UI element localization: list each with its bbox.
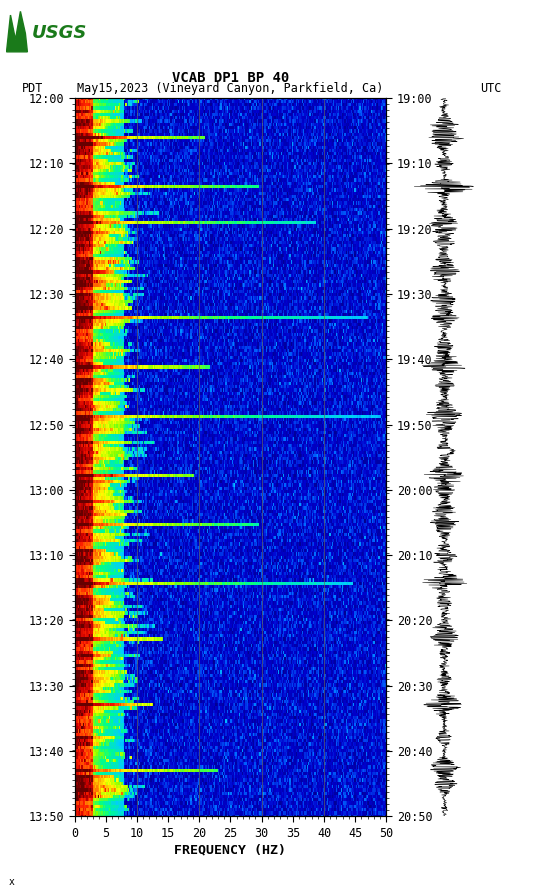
Text: PDT: PDT <box>22 82 44 95</box>
Polygon shape <box>7 12 28 52</box>
Text: x: x <box>8 877 14 887</box>
Text: May15,2023 (Vineyard Canyon, Parkfield, Ca): May15,2023 (Vineyard Canyon, Parkfield, … <box>77 82 384 95</box>
Text: VCAB DP1 BP 40: VCAB DP1 BP 40 <box>172 70 289 85</box>
X-axis label: FREQUENCY (HZ): FREQUENCY (HZ) <box>174 844 286 856</box>
Text: UTC: UTC <box>481 82 502 95</box>
Text: USGS: USGS <box>31 24 87 43</box>
